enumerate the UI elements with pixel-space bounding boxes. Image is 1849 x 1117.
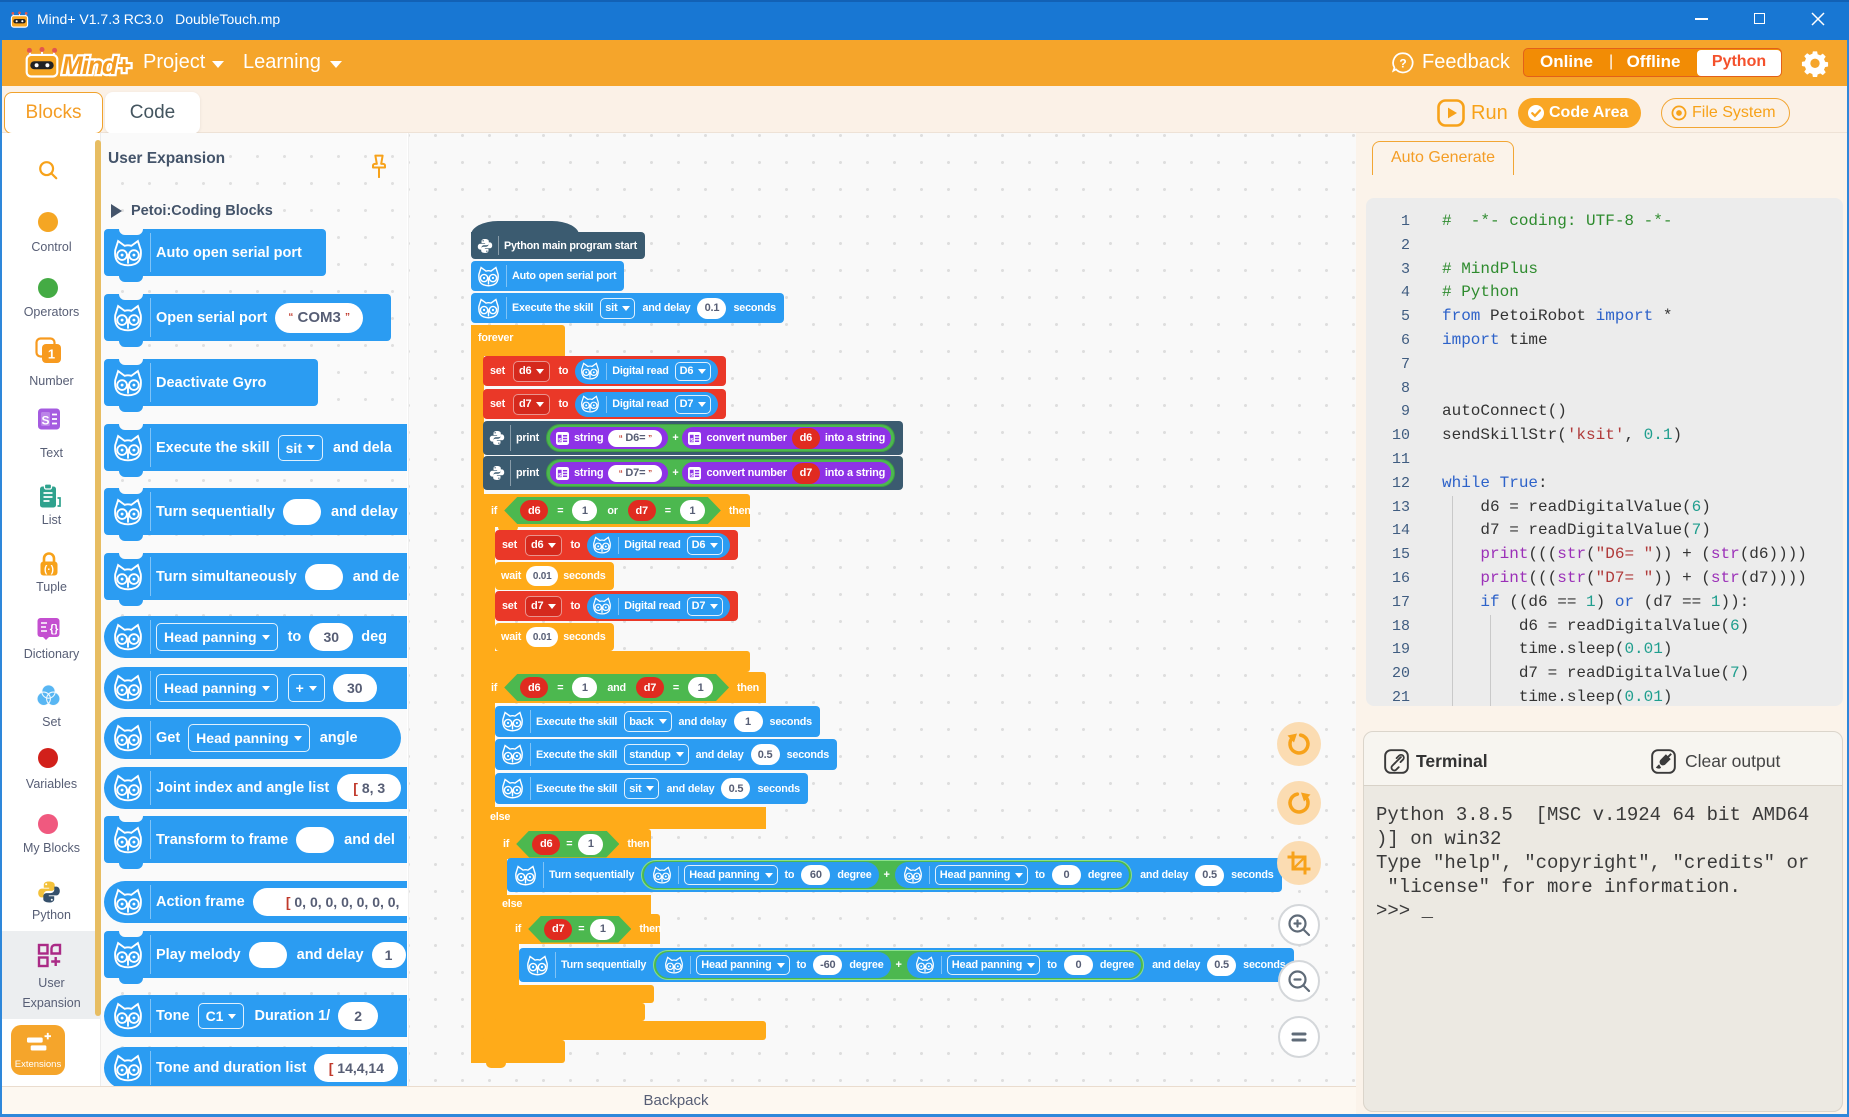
svg-text:S: S (41, 414, 49, 428)
svg-text:{}: {} (50, 623, 59, 635)
svg-text:(·): (·) (44, 565, 54, 576)
svg-text:Mind+: Mind+ (62, 52, 131, 80)
svg-text:1: 1 (48, 347, 55, 362)
